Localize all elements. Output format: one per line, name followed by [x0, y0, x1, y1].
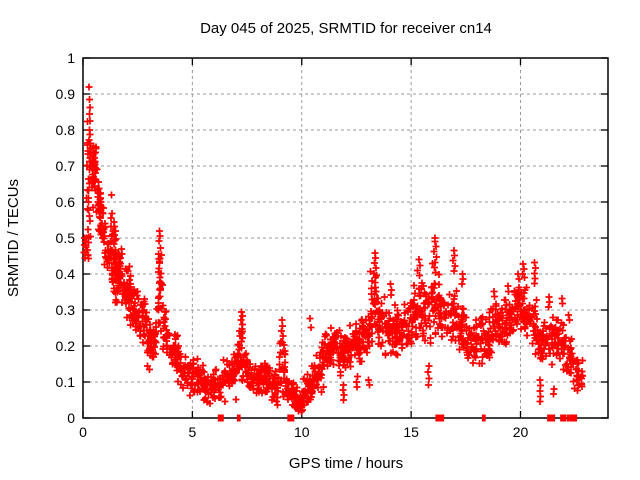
gridlines — [83, 57, 608, 418]
zero-value-mark — [571, 414, 578, 422]
y-tick-label: 0.2 — [56, 338, 76, 354]
zero-value-mark — [440, 414, 445, 422]
x-tick-label: 20 — [513, 424, 529, 440]
zero-value-mark — [435, 414, 443, 422]
zero-value-mark — [287, 414, 295, 422]
x-axis-label: GPS time / hours — [289, 455, 403, 472]
zero-value-mark — [566, 414, 570, 422]
y-tick-label: 0.4 — [56, 266, 76, 282]
y-tick-label: 0.6 — [56, 194, 76, 210]
zero-value-mark — [217, 414, 224, 422]
zero-value-mark — [547, 414, 556, 422]
x-tick-label: 10 — [294, 424, 310, 440]
y-tick-label: 1 — [67, 50, 75, 66]
y-tick-label: 0.1 — [56, 374, 76, 390]
y-tick-label: 0.9 — [56, 86, 76, 102]
tick-labels: 0 5 10 15 20 0 0.1 0.2 0.3 0.4 0.5 0.6 0.7 0.8 0.9 1 — [56, 50, 529, 440]
y-tick-label: 0 — [67, 410, 75, 426]
y-axis-label: SRMTID / TECUs — [5, 179, 22, 297]
x-tick-label: 15 — [403, 424, 419, 440]
zero-value-mark — [236, 414, 239, 422]
zero-value-mark — [483, 414, 486, 422]
x-tick-label: 5 — [188, 424, 196, 440]
y-tick-label: 0.7 — [56, 158, 76, 174]
y-tick-label: 0.3 — [56, 302, 76, 318]
zero-value-mark — [560, 414, 567, 422]
y-tick-label: 0.8 — [56, 122, 76, 138]
scatter-data-points — [80, 83, 586, 422]
y-tick-label: 0.5 — [56, 230, 76, 246]
zero-value-mark — [481, 414, 484, 422]
x-tick-label: 0 — [79, 424, 87, 440]
zero-value-mark — [238, 414, 241, 422]
chart-title: Day 045 of 2025, SRMTID for receiver cn1… — [200, 20, 492, 37]
